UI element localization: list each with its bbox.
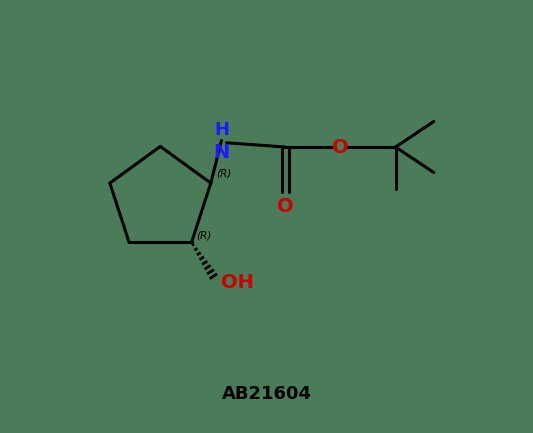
Text: H: H bbox=[214, 120, 229, 139]
Text: AB21604: AB21604 bbox=[222, 385, 311, 404]
Text: O: O bbox=[332, 138, 349, 156]
Text: (R): (R) bbox=[216, 169, 231, 179]
Text: N: N bbox=[213, 143, 230, 162]
Text: (R): (R) bbox=[196, 230, 211, 240]
Text: OH: OH bbox=[221, 273, 254, 292]
Text: O: O bbox=[277, 197, 294, 216]
